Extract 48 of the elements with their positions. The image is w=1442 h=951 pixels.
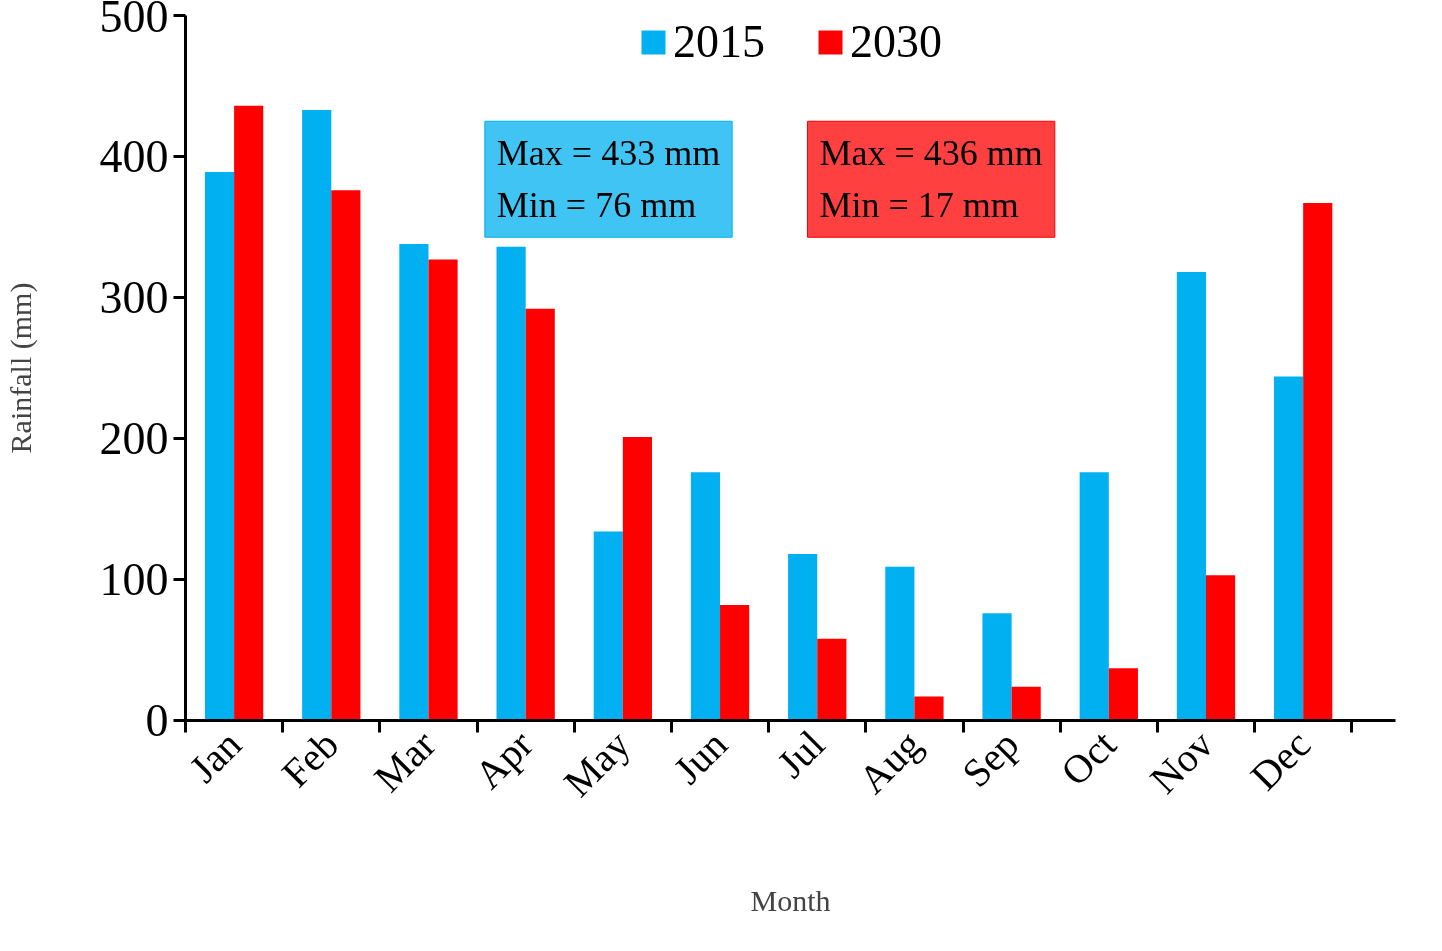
x-tick-label: Jun bbox=[664, 721, 736, 793]
bar bbox=[525, 308, 555, 721]
annotation: Max = 436 mm Min = 17 mm bbox=[819, 133, 1043, 226]
bar bbox=[622, 437, 653, 721]
bar bbox=[1303, 203, 1333, 721]
bar bbox=[593, 531, 623, 721]
annotation: Max = 433 mm Min = 76 mm bbox=[496, 133, 721, 226]
y-tick-label: 0 bbox=[145, 695, 169, 746]
bar bbox=[1274, 376, 1304, 721]
bar bbox=[331, 190, 361, 721]
x-tick-label: Nov bbox=[1141, 721, 1222, 803]
bar bbox=[788, 554, 818, 721]
bar bbox=[885, 566, 915, 721]
y-axis-title: Rainfall (mm) bbox=[3, 282, 38, 454]
y-tick-label: 100 bbox=[99, 554, 169, 605]
bar bbox=[1205, 575, 1236, 721]
x-tick-label: Apr bbox=[465, 721, 542, 798]
x-tick-label: Sep bbox=[953, 721, 1028, 796]
bar bbox=[399, 243, 429, 721]
x-tick-label: Mar bbox=[365, 721, 445, 801]
bar bbox=[428, 259, 458, 721]
bar bbox=[720, 604, 750, 721]
bar bbox=[1011, 686, 1041, 721]
bar bbox=[1176, 272, 1206, 721]
bar bbox=[1108, 668, 1138, 721]
bar bbox=[1079, 472, 1109, 721]
y-tick-label: 400 bbox=[99, 131, 169, 182]
legend-label: 2015 bbox=[673, 15, 765, 68]
x-tick-label: Jan bbox=[180, 721, 250, 792]
x-axis-title: Month bbox=[750, 884, 831, 918]
bar bbox=[204, 172, 235, 721]
x-tick-label: Aug bbox=[849, 721, 931, 803]
bar bbox=[302, 109, 332, 721]
bar bbox=[817, 638, 847, 721]
x-tick-label: Feb bbox=[272, 721, 348, 796]
bar bbox=[234, 105, 264, 721]
bar bbox=[982, 613, 1012, 721]
x-tick-label: May bbox=[555, 721, 639, 806]
bar bbox=[914, 696, 944, 721]
x-tick-label: Dec bbox=[1241, 721, 1320, 799]
x-tick-label: Oct bbox=[1052, 721, 1125, 795]
y-tick-label: 500 bbox=[99, 0, 169, 42]
x-tick-label: Jul bbox=[768, 721, 834, 787]
bar bbox=[690, 472, 721, 721]
y-tick-label: 300 bbox=[99, 272, 169, 323]
bar bbox=[496, 246, 526, 721]
y-tick-label: 200 bbox=[99, 413, 169, 464]
legend-label: 2030 bbox=[850, 15, 942, 68]
